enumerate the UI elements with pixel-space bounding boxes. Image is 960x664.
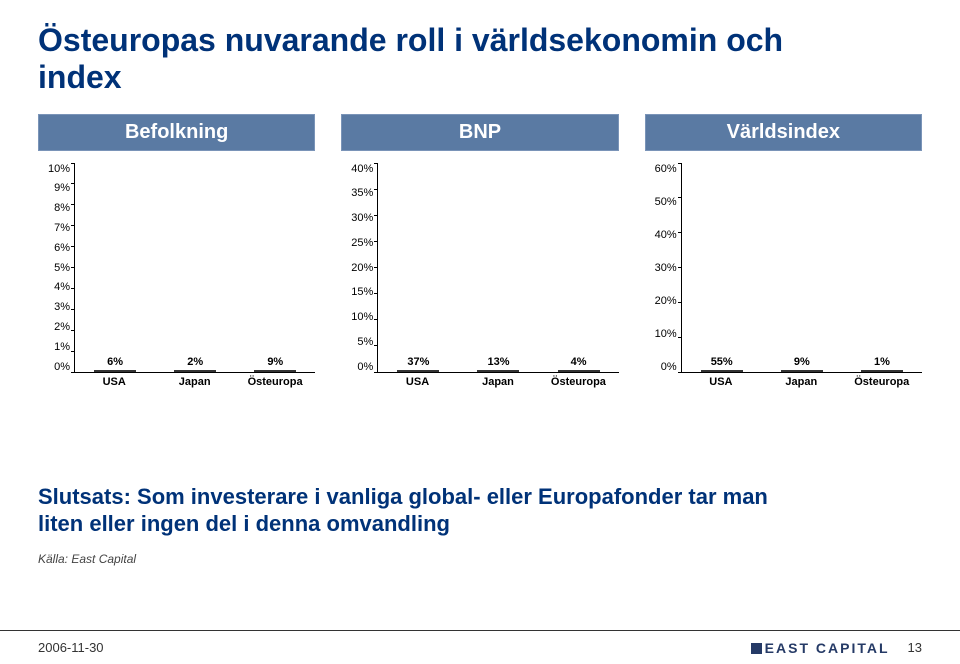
y-tick-label: 35% [351,187,373,199]
conclusion-line-2: liten eller ingen del i denna omvandling [38,511,450,536]
title-line-2: index [38,59,122,95]
bar [254,370,296,372]
y-tick-label: 10% [48,163,70,175]
y-tick-label: 3% [54,301,70,313]
y-tick-label: 50% [655,196,677,208]
plot-area: 6% 2% 9% [74,163,315,373]
y-tick-label: 40% [655,229,677,241]
bar [477,370,519,372]
bar [558,370,600,372]
x-tick-label: USA [78,376,150,388]
bar-wrap: 6% [79,356,151,372]
bar-wrap: 37% [382,356,454,372]
x-tick-label: Japan [765,376,837,388]
bar [174,370,216,372]
col-head-bnp: BNP [341,114,618,151]
x-axis: USA Japan Östeuropa [377,373,618,388]
logo-mark-icon [751,643,762,654]
bar-wrap: 2% [159,356,231,372]
y-tick-label: 0% [661,361,677,373]
column-headers: Befolkning BNP Världsindex [38,114,922,151]
x-tick-label: Japan [462,376,534,388]
col-head-befolkning: Befolkning [38,114,315,151]
conclusion-text: Slutsats: Som investerare i vanliga glob… [38,483,922,538]
bars-group: 6% 2% 9% [75,163,315,372]
col-head-varldsindex: Världsindex [645,114,922,151]
y-tick-label: 20% [655,295,677,307]
y-tick-label: 60% [655,163,677,175]
brand-logo: EAST CAPITAL [751,640,890,656]
y-tick-label: 7% [54,222,70,234]
bar-value-label: 6% [107,356,123,368]
charts-row: 10%9%8%7%6%5%4%3%2%1%0%6%2%9%USAJapanÖst… [38,163,922,373]
footer: 2006-11-30 EAST CAPITAL 13 [0,630,960,664]
y-tick-label: 5% [54,262,70,274]
bar-wrap: 9% [239,356,311,372]
title-line-1: Östeuropas nuvarande roll i världsekonom… [38,22,783,58]
y-tick-label: 1% [54,341,70,353]
y-axis: 10% 9% 8% 7% 6% 5% 4% 3% 2% 1% 0% [38,163,74,373]
bar [94,370,136,372]
bar-wrap: 4% [543,356,615,372]
bar-value-label: 9% [794,356,810,368]
conclusion-line-1: Slutsats: Som investerare i vanliga glob… [38,484,768,509]
bar-value-label: 13% [487,356,509,368]
y-tick-label: 8% [54,202,70,214]
bars-group: 55% 9% 1% [682,163,922,372]
bar-value-label: 4% [571,356,587,368]
chart-varldsindex: 60%50%40%30%20%10%0%55%9%1%USAJapanÖsteu… [645,163,922,373]
bar [701,370,743,372]
bar-value-label: 9% [267,356,283,368]
y-tick-label: 5% [357,336,373,348]
x-axis: USA Japan Östeuropa [681,373,922,388]
x-axis: USA Japan Östeuropa [74,373,315,388]
y-tick-label: 30% [351,212,373,224]
bar-value-label: 55% [711,356,733,368]
plot-area: 55% 9% 1% [681,163,922,373]
y-tick-label: 4% [54,281,70,293]
y-tick-label: 30% [655,262,677,274]
bar-value-label: 37% [407,356,429,368]
bar-wrap: 1% [846,356,918,372]
y-tick-label: 6% [54,242,70,254]
y-tick-label: 0% [54,361,70,373]
y-tick-label: 10% [351,311,373,323]
y-tick-label: 0% [357,361,373,373]
bar [781,370,823,372]
x-tick-label: Japan [158,376,230,388]
x-tick-label: Östeuropa [239,376,311,388]
x-tick-label: Östeuropa [846,376,918,388]
y-tick-label: 10% [655,328,677,340]
bar-value-label: 1% [874,356,890,368]
y-tick-label: 20% [351,262,373,274]
bar [861,370,903,372]
chart-bnp: 40%35%30%25%20%15%10%5%0%37%13%4%USAJapa… [341,163,618,373]
y-tick-label: 15% [351,286,373,298]
bar-value-label: 2% [187,356,203,368]
conclusion-block: Slutsats: Som investerare i vanliga glob… [38,483,922,566]
bar-wrap: 55% [686,356,758,372]
y-tick-label: 9% [54,182,70,194]
source-text: Källa: East Capital [38,552,922,566]
bar-wrap: 13% [462,356,534,372]
y-axis: 60% 50% 40% 30% 20% 10% 0% [645,163,681,373]
plot-area: 37% 13% 4% [377,163,618,373]
y-tick-label: 25% [351,237,373,249]
chart-befolkning: 10%9%8%7%6%5%4%3%2%1%0%6%2%9%USAJapanÖst… [38,163,315,373]
brand-name: EAST CAPITAL [765,640,890,656]
page-number: 13 [908,640,922,655]
x-tick-label: Östeuropa [542,376,614,388]
y-axis: 40% 35% 30% 25% 20% 15% 10% 5% 0% [341,163,377,373]
page-title: Östeuropas nuvarande roll i världsekonom… [38,22,922,96]
y-tick-label: 2% [54,321,70,333]
x-tick-label: USA [381,376,453,388]
bar-wrap: 9% [766,356,838,372]
bar [397,370,439,372]
y-tick-label: 40% [351,163,373,175]
x-tick-label: USA [685,376,757,388]
bars-group: 37% 13% 4% [378,163,618,372]
footer-date: 2006-11-30 [38,640,104,655]
